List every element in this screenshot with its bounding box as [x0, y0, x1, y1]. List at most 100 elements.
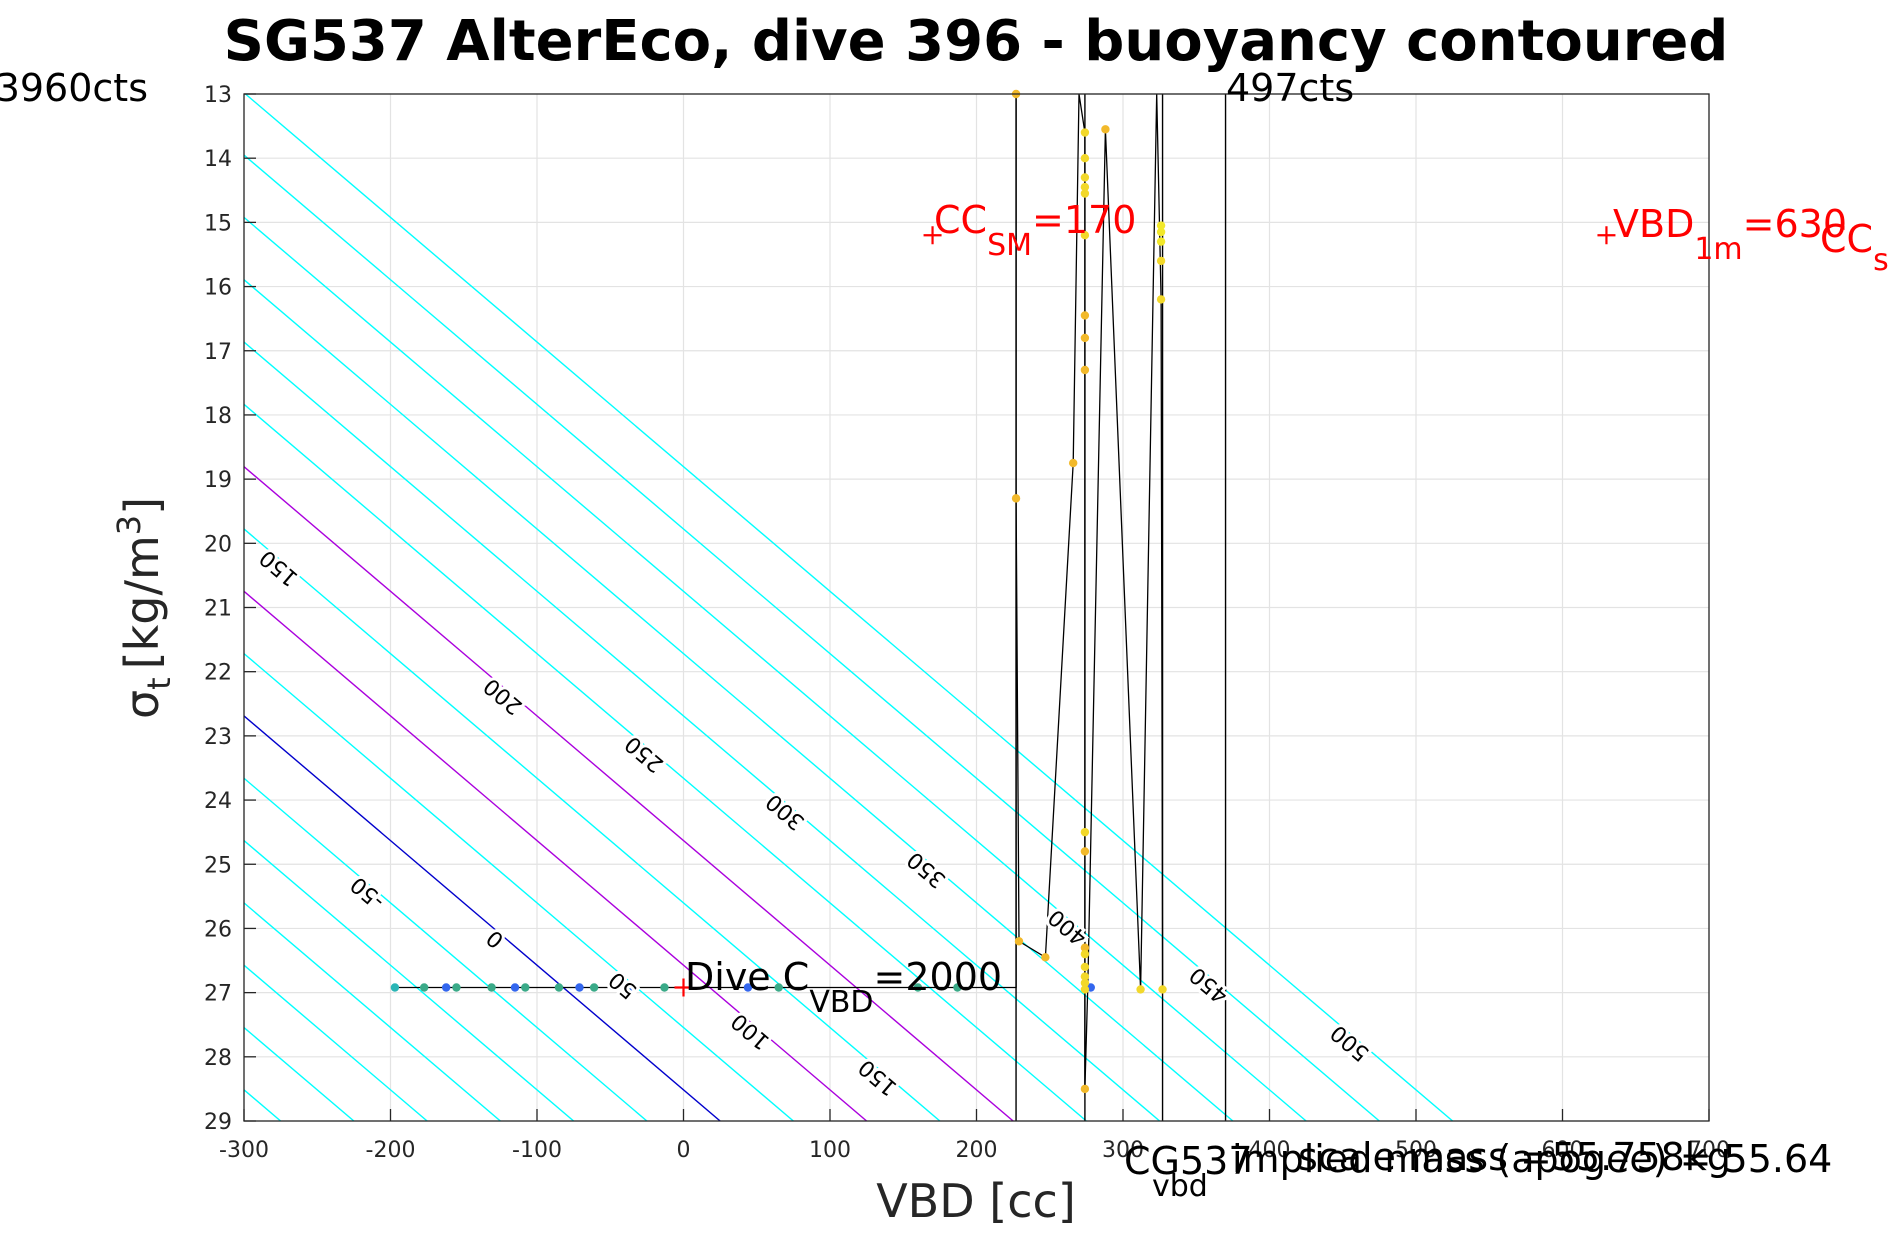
data-point-19	[1011, 494, 1021, 503]
marker-plus-0	[674, 978, 693, 997]
contour-line-20	[245, 94, 1454, 1121]
data-point-22	[1068, 458, 1078, 468]
contour-line-19	[244, 154, 1380, 1121]
trajectory-path	[394, 93, 1164, 1089]
data-point-24	[1080, 153, 1090, 163]
contour-line-1	[0, 94, 61, 1121]
data-points	[390, 89, 1167, 1094]
implied-mass-label: implied mass (apogee) = 55.64	[1232, 1137, 1832, 1181]
cg-vbd-label: CG537 vbd	[1124, 1139, 1253, 1204]
contour-label-15-0: 250	[621, 731, 669, 777]
contour-line-7	[244, 901, 501, 1121]
contour-label-14-0: 200	[479, 673, 527, 719]
x-tick-label: 600	[1542, 1138, 1584, 1163]
y-tick-label: 28	[204, 1046, 232, 1071]
contour-line-2	[0, 94, 134, 1121]
data-point-44	[1156, 227, 1166, 237]
data-point-31	[1080, 365, 1090, 375]
data-point-42	[1136, 985, 1145, 994]
contour-line-3	[0, 94, 207, 1121]
contour-line-13	[244, 528, 941, 1121]
contour-line-15	[244, 403, 1087, 1121]
data-point-32	[1080, 827, 1090, 837]
y-tick-label: 27	[204, 982, 232, 1007]
right-counts-label: 497cts	[1226, 66, 1354, 110]
data-point-5	[510, 983, 520, 992]
contour-line-8	[244, 839, 575, 1121]
y-tick-label: 14	[204, 147, 232, 172]
y-tick-label: 19	[204, 468, 232, 493]
data-point-29	[1080, 311, 1090, 320]
vbd-1m-value: =630	[1743, 202, 1847, 246]
contour-lines	[0, 94, 1454, 1121]
data-point-27	[1080, 189, 1090, 198]
data-point-3	[452, 983, 461, 992]
contour-line-16	[244, 341, 1161, 1121]
y-tick-label: 24	[204, 789, 232, 814]
data-point-38	[1080, 978, 1090, 988]
data-point-21	[1041, 953, 1050, 962]
x-tick-label: 500	[1395, 1138, 1437, 1163]
contour-line-12	[244, 590, 868, 1121]
x-tick-label: 100	[809, 1138, 851, 1163]
data-point-23	[1080, 128, 1090, 137]
x-axis-label: VBD [cc]	[876, 1174, 1076, 1228]
data-point-33	[1080, 847, 1090, 856]
y-tick-label: 17	[204, 340, 232, 365]
data-point-20	[1014, 937, 1024, 946]
data-point-14	[774, 983, 783, 992]
y-axis-label: σt [kg/m3]	[110, 497, 178, 719]
x-tick-label: 400	[1249, 1138, 1291, 1163]
x-tick-label: 0	[677, 1138, 691, 1163]
contour-label-11-0: 50	[604, 966, 642, 1003]
y-tick-label: 16	[204, 276, 232, 301]
cc-s-main: CC	[1820, 217, 1873, 261]
data-point-13	[743, 983, 753, 992]
data-point-30	[1080, 333, 1090, 343]
data-point-28	[1080, 231, 1090, 240]
data-point-1	[419, 983, 429, 992]
contour-label-12-0: 100	[727, 1008, 775, 1054]
data-point-41	[1101, 125, 1110, 134]
svg-text:σt[kg/m3]: σt [kg/m3]	[110, 497, 178, 719]
cc-sm-main: CC	[934, 198, 987, 242]
contour-label-17-0: 350	[903, 846, 951, 892]
y-tick-label: 20	[204, 532, 232, 557]
y-tick-label: 23	[204, 725, 232, 750]
contour-line-10	[244, 715, 721, 1121]
dive-c-vbd-label: Dive CVBD=2000	[685, 955, 1002, 1020]
scale-mass-label: scale mass =55.758kg	[1298, 1135, 1731, 1179]
y-axis-label-sub: t	[140, 677, 178, 690]
contour-label-13-1: 150	[255, 544, 303, 590]
data-point-16	[953, 983, 962, 992]
x-tick-label: -100	[512, 1138, 562, 1163]
y-tick-label: 18	[204, 404, 232, 429]
cg-main: CG537	[1124, 1139, 1253, 1183]
y-tick-label: 25	[204, 853, 232, 878]
x-tick-label: -300	[219, 1138, 269, 1163]
cc-sm-label: CCSM=170	[934, 198, 1136, 263]
left-counts-label: 3960cts	[0, 66, 148, 110]
x-tick-label: 300	[1102, 1138, 1144, 1163]
data-point-43	[1156, 221, 1166, 230]
dive-c-sub: VBD	[809, 985, 873, 1020]
y-axis-label-main: σ	[115, 690, 169, 719]
x-tick-label: 200	[956, 1138, 998, 1163]
data-point-6	[521, 983, 530, 992]
data-point-35	[1080, 949, 1090, 959]
data-point-36	[1080, 962, 1090, 972]
x-tick-label: -200	[366, 1138, 416, 1163]
vbd-1m-label: VBD1m=630	[1613, 202, 1847, 267]
data-point-45	[1156, 237, 1166, 246]
cc-sm-sub: SM	[987, 228, 1032, 263]
data-point-48	[1158, 985, 1167, 994]
data-point-9	[589, 983, 599, 992]
data-point-15	[913, 983, 923, 992]
cc-sm-value: =170	[1032, 198, 1136, 242]
cc-s-label: CCs	[1820, 217, 1889, 278]
marker-plus-2	[1597, 226, 1616, 245]
dive-trajectory	[394, 93, 1164, 1089]
data-point-11	[629, 983, 638, 992]
vbd-1m-sub: 1m	[1694, 232, 1742, 267]
